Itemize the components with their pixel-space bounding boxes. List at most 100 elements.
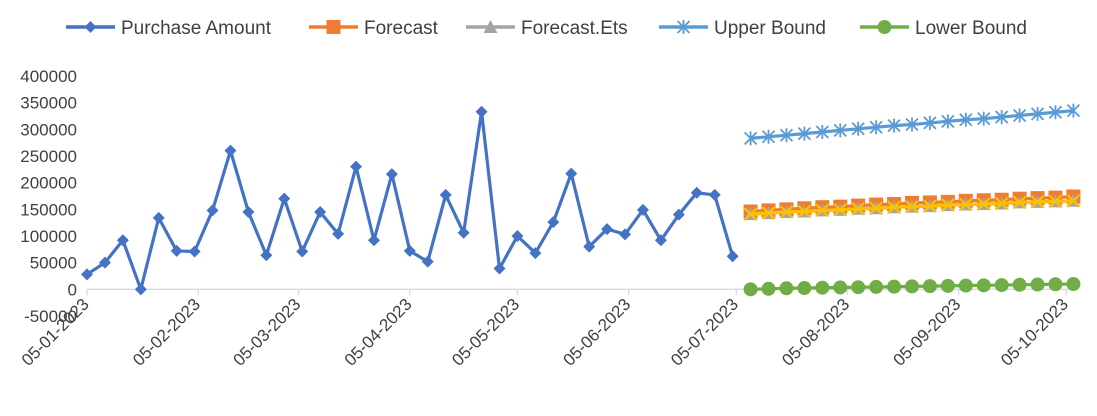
purchase-amount-point bbox=[81, 268, 93, 281]
legend-marker bbox=[326, 20, 341, 34]
legend-item-upper-bound: Upper Bound bbox=[659, 18, 826, 39]
purchase-amount-point bbox=[367, 234, 380, 247]
purchase-amount-point bbox=[493, 262, 506, 275]
series-4-point bbox=[779, 205, 794, 219]
series-4-point bbox=[743, 207, 758, 221]
series-4-point bbox=[869, 201, 883, 216]
series-4-point bbox=[1030, 195, 1045, 209]
x-tick-label: 05-01-2023 bbox=[18, 295, 93, 370]
legend: Purchase Amount Forecast Forecast.Ets Upper… bbox=[66, 18, 1027, 39]
lower-bound-point bbox=[851, 280, 866, 295]
purchase-amount-point bbox=[206, 204, 219, 217]
lower-bound-series bbox=[743, 277, 1081, 297]
legend-item-forecast: Forecast bbox=[309, 18, 439, 39]
upper-bound-point bbox=[1048, 105, 1063, 120]
purchase-amount-series bbox=[81, 105, 739, 296]
upper-bound-series bbox=[743, 103, 1081, 146]
purchase-amount-point bbox=[134, 283, 147, 296]
y-tick-label: 100000 bbox=[20, 227, 77, 246]
purchase-amount-point bbox=[547, 216, 560, 229]
upper-bound-point bbox=[923, 115, 937, 130]
lower-bound-point bbox=[905, 279, 919, 294]
legend-label: Lower Bound bbox=[915, 18, 1027, 39]
upper-bound-point bbox=[905, 117, 919, 132]
x-tick-label: 05-05-2023 bbox=[448, 295, 523, 370]
lower-bound-point bbox=[887, 279, 902, 294]
x-tick-label: 05-04-2023 bbox=[341, 295, 416, 370]
upper-bound-point bbox=[869, 120, 883, 135]
series-4-point bbox=[941, 198, 955, 212]
series-4-point bbox=[761, 206, 776, 220]
purchase-amount-point bbox=[457, 226, 470, 239]
y-tick-label: -50000 bbox=[24, 307, 77, 326]
purchase-amount-point bbox=[619, 228, 632, 241]
purchase-amount-point bbox=[188, 245, 201, 258]
lower-bound-point bbox=[1048, 277, 1063, 292]
lower-bound-point bbox=[797, 281, 812, 295]
upper-bound-point bbox=[743, 131, 758, 146]
purchase-amount-point bbox=[529, 247, 542, 260]
lower-bound-point bbox=[994, 278, 1009, 293]
upper-bound-point bbox=[833, 123, 847, 138]
y-tick-label: 0 bbox=[68, 280, 77, 299]
purchase-amount-point bbox=[654, 234, 667, 247]
x-tick-label: 05-07-2023 bbox=[667, 295, 742, 370]
purchase-amount-point bbox=[260, 249, 273, 262]
purchase-amount-point bbox=[296, 245, 309, 258]
upper-bound-point bbox=[959, 112, 973, 127]
upper-bound-point bbox=[851, 121, 865, 136]
purchase-amount-point bbox=[350, 160, 363, 173]
x-tick-label: 05-08-2023 bbox=[778, 295, 853, 370]
series-4-point bbox=[994, 196, 1009, 211]
purchase-amount-line bbox=[86, 110, 735, 291]
purchase-amount-point bbox=[332, 227, 345, 240]
purchase-amount-point bbox=[636, 203, 649, 216]
series-4-point bbox=[797, 204, 812, 219]
legend-item-purchase-amount: Purchase Amount bbox=[66, 18, 272, 39]
purchase-amount-point bbox=[475, 105, 488, 118]
lower-bound-point bbox=[743, 282, 758, 297]
lower-bound-point bbox=[1030, 277, 1045, 292]
series-layer bbox=[81, 103, 1081, 297]
lower-bound-point bbox=[869, 279, 884, 294]
series-4-point bbox=[887, 200, 901, 214]
purchase-amount-point bbox=[116, 234, 129, 247]
y-tick-label: 350000 bbox=[20, 94, 77, 113]
upper-bound-point bbox=[977, 111, 991, 126]
legend-label: Purchase Amount bbox=[121, 18, 272, 39]
purchase-amount-point bbox=[672, 208, 685, 221]
legend-label: Forecast bbox=[364, 18, 439, 39]
lower-bound-point bbox=[940, 278, 955, 293]
upper-bound-point bbox=[887, 118, 901, 133]
series-4-point bbox=[1048, 194, 1063, 209]
purchase-amount-point bbox=[385, 168, 398, 181]
upper-bound-point bbox=[779, 128, 794, 143]
upper-bound-point bbox=[995, 110, 1009, 125]
upper-bound-point bbox=[815, 125, 829, 139]
x-tick-label: 05-02-2023 bbox=[129, 295, 204, 370]
lower-bound-point bbox=[779, 281, 794, 296]
purchase-amount-point bbox=[439, 188, 452, 201]
y-axis: -50000 0 50000 100000 150000 200000 250000 3000… bbox=[20, 67, 77, 326]
purchase-amount-point bbox=[403, 244, 416, 257]
legend-marker bbox=[877, 20, 892, 34]
legend-label: Forecast.Ets bbox=[521, 18, 628, 39]
purchase-amount-point bbox=[314, 206, 327, 218]
y-tick-label: 200000 bbox=[20, 174, 77, 193]
lower-bound-point bbox=[1066, 277, 1081, 291]
legend-label: Upper Bound bbox=[714, 18, 826, 39]
upper-bound-point bbox=[1066, 103, 1081, 118]
lower-bound-point bbox=[958, 278, 973, 293]
y-tick-label: 300000 bbox=[20, 120, 77, 139]
series-4-point bbox=[923, 199, 937, 213]
legend-marker bbox=[676, 20, 691, 34]
purchase-amount-point bbox=[242, 206, 255, 218]
upper-bound-point bbox=[941, 114, 955, 129]
series-4-point bbox=[851, 202, 865, 216]
x-axis: 05-01-2023 05-02-2023 05-03-2023 05-04-2023… bbox=[18, 288, 1077, 370]
lower-bound-point bbox=[815, 280, 830, 295]
purchase-amount-point bbox=[511, 230, 524, 242]
series-4-point bbox=[1066, 194, 1081, 208]
purchase-amount-point bbox=[170, 244, 183, 257]
